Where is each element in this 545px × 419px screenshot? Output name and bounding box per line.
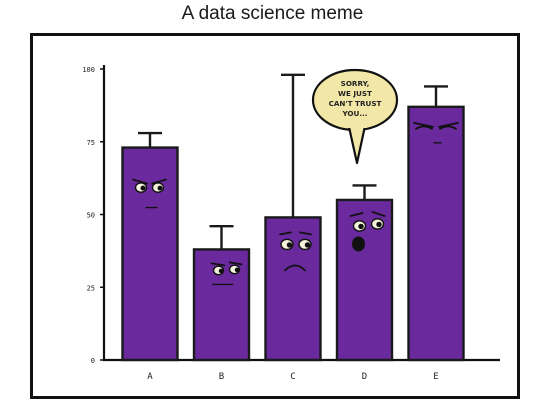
face-B-left-brow [210, 262, 226, 267]
speech-bubble-line: SORRY, [341, 79, 370, 88]
y-tick-label: 75 [87, 139, 95, 147]
face-B-left-eye-pupil [218, 268, 224, 274]
x-tick-label: D [362, 372, 367, 382]
face-D-left-brow [349, 212, 364, 217]
face-B-right-brow [228, 261, 243, 266]
face-C-left-eye-pupil [286, 242, 293, 248]
face-E-left-brow [413, 121, 434, 128]
y-tick-label: 25 [87, 284, 95, 292]
face-A-left-eye-pupil [140, 185, 146, 191]
speech-bubble-tail-cover [348, 122, 367, 128]
face-A-left-brow [132, 178, 148, 185]
y-tick-label: 0 [91, 357, 95, 365]
speech-bubble-line: WE JUST [338, 89, 372, 98]
face-E-left-eye [415, 125, 433, 130]
face-A-right-brow [151, 178, 167, 185]
face-D-left-eye-pupil [358, 223, 364, 230]
face-E-right-brow [438, 121, 459, 128]
page-title: A data science meme [181, 3, 364, 24]
x-tick-label: B [219, 372, 224, 382]
face-C-right-brow [299, 231, 312, 236]
speech-bubble-line: YOU... [341, 109, 367, 118]
face-D-right-brow [371, 211, 386, 217]
bar-A [121, 146, 179, 362]
face-E-right-eye [439, 125, 457, 130]
bar-C [264, 216, 322, 362]
bar-B [192, 248, 251, 362]
face-C-mouth [284, 264, 306, 272]
speech-bubble-line: CAN'T TRUST [329, 99, 382, 108]
face-C-right-eye-pupil [304, 242, 311, 248]
face-D-right-eye-pupil [376, 221, 382, 228]
y-tick-label: 100 [82, 66, 95, 74]
bar-E [407, 105, 465, 362]
face-A-right-eye-pupil [157, 185, 163, 191]
face-C-left-brow [279, 231, 292, 236]
x-tick-label: E [433, 372, 438, 382]
y-tick-label: 50 [87, 212, 95, 220]
face-B-right-eye-pupil [234, 267, 240, 273]
face-D-mouth [352, 236, 365, 252]
x-tick-label: C [290, 372, 295, 382]
speech-bubble-tail [347, 125, 367, 165]
x-tick-label: A [147, 372, 153, 382]
